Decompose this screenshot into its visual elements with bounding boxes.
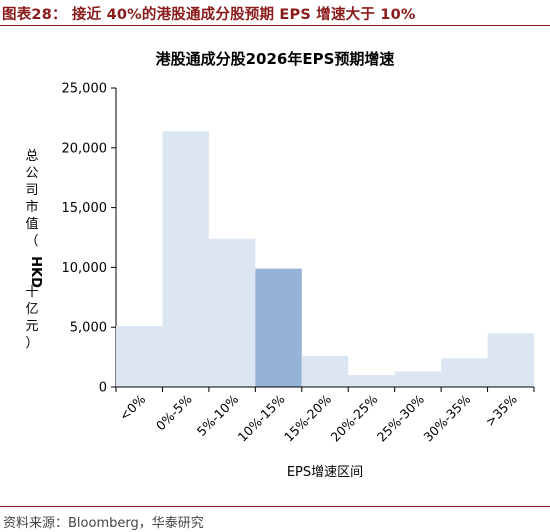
chart-title: 港股通成分股2026年EPS预期增速 (156, 50, 395, 68)
y-axis-label-char: 司 (25, 183, 38, 198)
y-axis-label-char: 总 (25, 149, 38, 164)
figure-footer: 资料来源：Bloomberg，华泰研究 (0, 506, 550, 532)
bar-3 (255, 268, 302, 387)
x-axis-label: EPS增速区间 (287, 465, 363, 480)
y-tick-label: 0 (99, 381, 107, 396)
y-tick-label: 10,000 (62, 261, 108, 276)
x-tick-label: 10%-15% (235, 391, 288, 444)
x-tick-label: 20%-25% (327, 391, 380, 444)
figure-header: 图表28： 接近 40%的港股通成分股预期 EPS 增速大于 10% (0, 0, 550, 26)
y-axis-label-char: （ (25, 234, 38, 249)
bar-0 (116, 326, 163, 387)
y-axis-label-part: HKD (28, 256, 43, 288)
y-axis-label-char: 市 (25, 199, 38, 215)
y-tick-label: 20,000 (62, 141, 108, 156)
bar-7 (441, 358, 488, 387)
bar-4 (301, 355, 349, 387)
y-axis-label-char: 公 (25, 166, 38, 181)
bar-2 (208, 238, 256, 387)
header-rule (0, 25, 550, 26)
figure-title: 图表28： 接近 40%的港股通成分股预期 EPS 增速大于 10% (2, 7, 416, 23)
x-tick-label: <0% (116, 391, 148, 423)
y-tick-label: 25,000 (62, 82, 108, 97)
y-axis-label-char: 亿 (25, 302, 38, 317)
x-tick-label: >35% (482, 391, 520, 429)
bar-6 (394, 371, 442, 387)
x-tick-label: 0%-5% (153, 391, 195, 433)
footer-rule (0, 506, 550, 507)
y-tick-label: 15,000 (62, 201, 108, 216)
x-tick-label: 15%-20% (281, 391, 334, 444)
x-tick-label: 25%-30% (374, 391, 427, 444)
y-axis-label-char: 元 (25, 319, 38, 334)
y-tick-label: 5,000 (70, 321, 107, 336)
y-axis-label-char: ） (25, 336, 38, 351)
y-axis-label-char: 十 (25, 285, 38, 300)
bar-1 (162, 131, 209, 387)
y-axis-label-char: 值 (25, 216, 38, 232)
bar-5 (348, 375, 395, 387)
source-note: 资料来源：Bloomberg，华泰研究 (3, 516, 204, 531)
x-tick-label: 30%-35% (420, 391, 473, 444)
y-axis: 0 5,000 10,000 15,000 20,000 25,000 (62, 82, 117, 396)
x-axis: <0% 0%-5%5%-10%10%-15%15%-20%20%-25%25%-3… (115, 386, 535, 445)
x-tick-label: 5%-10% (194, 391, 242, 439)
bar-8 (487, 333, 534, 387)
bars (116, 131, 534, 387)
